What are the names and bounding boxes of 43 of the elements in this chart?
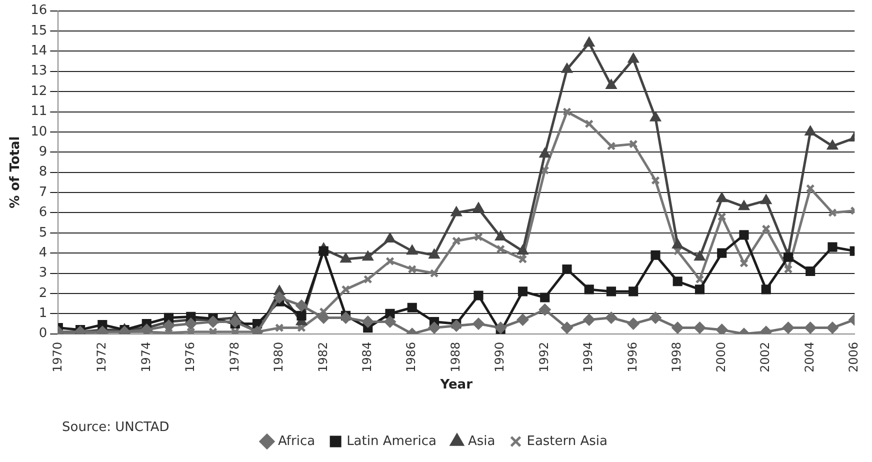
y-tick-label: 4 <box>38 245 48 260</box>
y-tick-label: 5 <box>38 225 48 240</box>
x-tick-label: 2002 <box>758 342 772 372</box>
legend-label: Latin America <box>346 434 436 449</box>
y-tick-label: 16 <box>30 3 48 18</box>
y-tick-label: 9 <box>38 144 48 160</box>
x-axis-title: Year <box>439 378 474 393</box>
x-tick-label: 2000 <box>714 342 728 372</box>
y-axis-title: % of Total <box>8 136 24 208</box>
x-tick-label: 1996 <box>625 342 640 372</box>
y-tick-label: 12 <box>30 84 48 99</box>
y-tick-label: 1 <box>38 306 48 322</box>
x-tick-label: 1970 <box>50 342 64 372</box>
y-tick-label: 15 <box>30 23 48 38</box>
y-tick-label: 13 <box>30 64 48 79</box>
y-tick-label: 7 <box>38 184 48 200</box>
x-tick-label: 1986 <box>404 342 418 372</box>
x-tick-label: 1972 <box>94 342 109 372</box>
x-tick-label: 1992 <box>536 342 551 372</box>
x-tick-label: 2004 <box>802 342 816 372</box>
y-tick-label: 0 <box>38 326 48 342</box>
x-tick-label: 1974 <box>138 342 153 372</box>
x-tick-label: 2006 <box>846 342 861 372</box>
x-tick-label: 1978 <box>227 342 242 372</box>
y-tick-label: 11 <box>30 104 48 120</box>
legend-label: Africa <box>278 434 316 449</box>
y-tick-label: 10 <box>30 124 48 140</box>
legend-label: Asia <box>468 434 496 449</box>
x-tick-label: 1976 <box>183 342 198 372</box>
x-tick-label: 1998 <box>670 342 684 372</box>
legend-label: Eastern Asia <box>526 434 608 449</box>
source-note: Source: UNCTAD <box>62 420 170 435</box>
y-tick-label: 3 <box>38 266 48 281</box>
x-tick-label: 1994 <box>581 342 596 372</box>
x-tick-label: 1984 <box>360 342 374 372</box>
y-tick-label: 8 <box>38 164 48 180</box>
y-tick-label: 6 <box>38 205 48 220</box>
y-tick-label: 2 <box>38 286 48 301</box>
x-tick-label: 1990 <box>492 342 507 372</box>
y-tick-label: 14 <box>30 44 48 59</box>
x-tick-label: 1988 <box>448 342 462 372</box>
x-tick-label: 1980 <box>272 342 286 372</box>
x-tick-label: 1982 <box>316 342 330 372</box>
